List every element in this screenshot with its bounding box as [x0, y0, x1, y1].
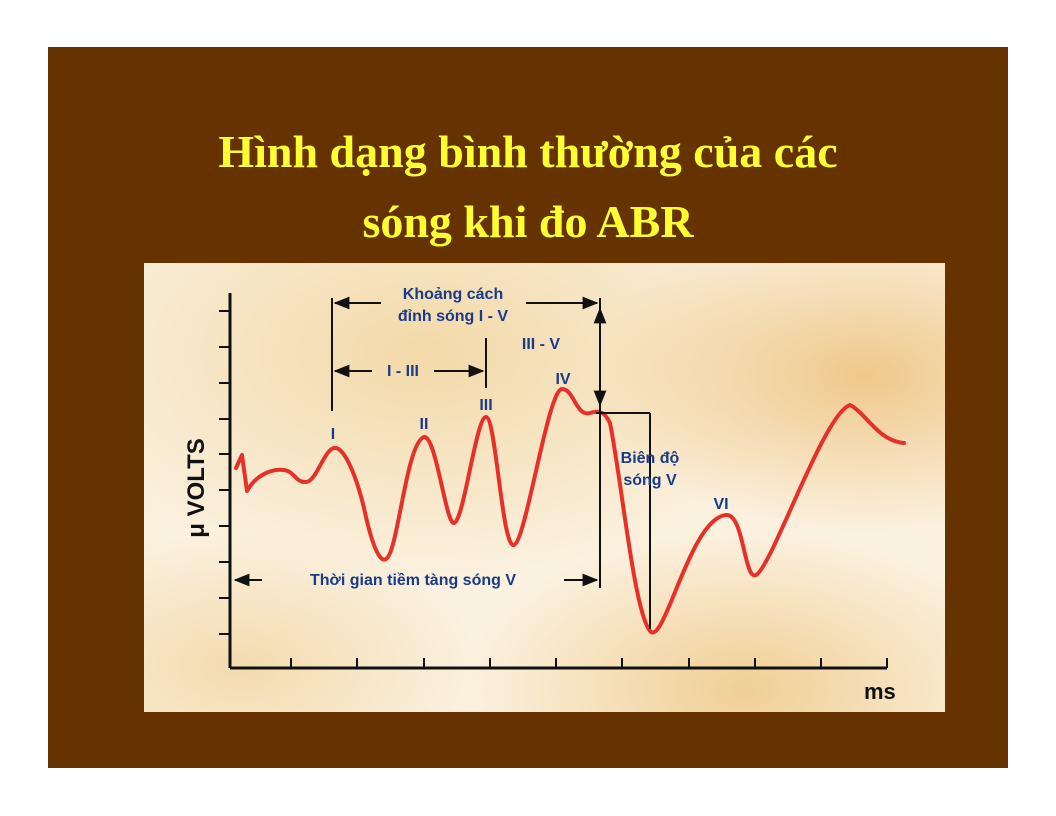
slide-background: Hình dạng bình thường của các sóng khi đ… [48, 47, 1008, 768]
title-line-2: sóng khi đo ABR [362, 196, 694, 247]
y-ticks [219, 310, 230, 635]
peak-label-II: II [420, 416, 429, 433]
peak-label-IV: IV [555, 371, 570, 388]
peak-label-I: I [331, 426, 335, 443]
title-line-1: Hình dạng bình thường của các [218, 126, 838, 177]
annotation-lines [233, 296, 651, 629]
peak-labels: I II III IV VI [331, 371, 729, 513]
peak-label-III: III [479, 397, 492, 414]
latency-V-label: Thời gian tiềm tàng sóng V [310, 572, 516, 589]
amplitude-V-label-line2: sóng V [623, 472, 677, 489]
x-ticks [290, 658, 888, 668]
y-axis-label: μ VOLTS [183, 438, 210, 538]
interpeak-III-V-label: III - V [522, 336, 561, 353]
interpeak-I-V-label-line1: Khoảng cách [403, 286, 503, 303]
amplitude-V-label-line1: Biên độ [621, 450, 680, 467]
interpeak-I-III-label: I - III [387, 363, 419, 380]
slide-title: Hình dạng bình thường của các sóng khi đ… [48, 117, 1008, 257]
interpeak-I-V-label-line2: đỉnh sóng I - V [398, 308, 509, 325]
peak-label-VI: VI [713, 496, 728, 513]
x-axis-label: ms [864, 679, 896, 704]
abr-waveform-diagram: μ VOLTS ms I II III IV VI [144, 263, 945, 712]
axes [219, 293, 888, 670]
abr-waveform [234, 387, 906, 635]
